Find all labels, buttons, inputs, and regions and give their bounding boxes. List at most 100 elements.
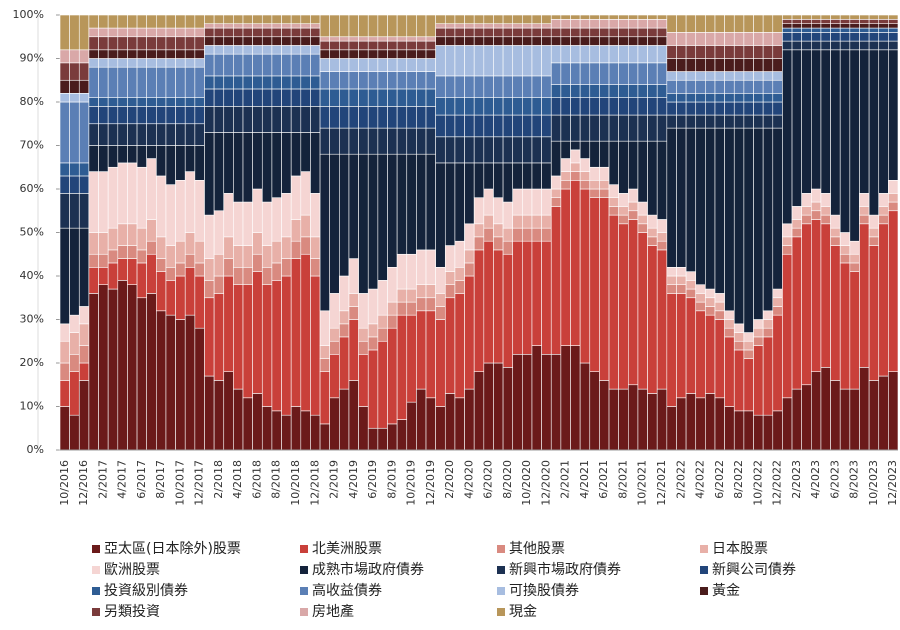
bar-segment — [473, 36, 485, 46]
legend-swatch — [497, 587, 505, 595]
bar-segment — [69, 314, 80, 333]
bar-segment — [522, 75, 533, 98]
bar-segment — [329, 49, 340, 59]
bar-segment — [339, 49, 350, 59]
bar-segment — [868, 380, 880, 451]
bar-segment — [261, 27, 273, 38]
bar-segment — [656, 45, 668, 64]
bar-segment — [782, 245, 793, 255]
bar-segment — [627, 114, 639, 142]
bar-segment — [762, 310, 774, 320]
bar-segment — [782, 19, 793, 25]
bar-segment — [618, 388, 629, 451]
bar-segment — [156, 310, 167, 451]
bar-segment — [464, 136, 475, 164]
bar-segment — [98, 58, 109, 68]
bar-segment — [464, 223, 475, 251]
bar-segment — [117, 162, 128, 225]
bar-segment — [512, 353, 523, 451]
bar-segment — [396, 253, 408, 290]
bar-segment — [387, 40, 398, 51]
bar-segment — [888, 371, 899, 451]
bar-segment — [541, 97, 552, 116]
bar-segment — [127, 36, 138, 51]
bar-segment — [753, 14, 764, 33]
bar-segment — [589, 84, 600, 98]
bar-segment — [310, 75, 321, 90]
bar-segment — [811, 49, 822, 190]
bar-segment — [146, 293, 157, 451]
bar-segment — [339, 153, 350, 277]
bar-segment — [695, 293, 706, 303]
bar-segment — [319, 71, 331, 90]
bar-segment — [608, 214, 619, 390]
bar-segment — [589, 197, 600, 372]
bar-segment — [647, 393, 658, 451]
bar-segment — [425, 49, 436, 59]
bar-segment — [146, 106, 157, 125]
bar-segment — [830, 245, 841, 381]
bar-segment — [685, 297, 697, 394]
bar-segment — [811, 19, 822, 25]
bar-segment — [676, 93, 687, 103]
bar-segment — [444, 114, 456, 138]
bar-segment — [570, 19, 581, 29]
bar-segment — [473, 162, 485, 198]
bar-segment — [377, 36, 388, 42]
bar-segment — [175, 145, 186, 181]
bar-segment — [656, 219, 668, 233]
bar-segment — [589, 19, 600, 29]
bar-segment — [204, 23, 215, 29]
bar-segment — [184, 14, 196, 29]
x-tick-label: 6/2021 — [597, 460, 610, 499]
bar-segment — [599, 97, 610, 116]
bar-segment — [599, 27, 610, 38]
bar-segment — [724, 93, 735, 103]
bar-segment — [281, 53, 292, 77]
bar-segment — [550, 114, 562, 142]
bar-segment — [531, 188, 542, 216]
bar-segment — [107, 97, 119, 107]
bar-segment — [194, 36, 205, 51]
bar-segment — [849, 388, 860, 451]
bar-segment — [618, 97, 629, 116]
bar-segment — [791, 40, 802, 51]
bar-segment — [88, 14, 99, 29]
bar-segment — [666, 266, 677, 277]
bar-segment — [136, 106, 147, 125]
bar-segment — [387, 14, 398, 38]
bar-segment — [435, 293, 446, 307]
bar-segment — [705, 306, 716, 316]
bar-segment — [454, 45, 465, 77]
bar-segment — [762, 101, 774, 116]
x-tick-label: 10/2018 — [289, 460, 302, 506]
bar-segment — [695, 14, 706, 33]
bar-segment — [98, 14, 109, 29]
bar-segment — [762, 127, 774, 312]
bar-segment — [300, 132, 311, 172]
bar-segment — [435, 97, 446, 116]
bar-segment — [213, 36, 225, 46]
bar-segment — [406, 58, 417, 72]
bar-segment — [184, 123, 196, 146]
bar-segment — [252, 393, 263, 451]
bar-segment — [560, 140, 571, 159]
bar-segment — [743, 340, 754, 351]
bar-segment — [213, 53, 225, 77]
bar-segment — [772, 32, 783, 46]
bar-segment — [416, 88, 427, 107]
bar-segment — [589, 114, 600, 142]
bar-segment — [579, 19, 591, 29]
bar-segment — [541, 27, 552, 38]
bar-segment — [839, 27, 851, 33]
bar-segment — [464, 275, 475, 390]
bar-segment — [522, 114, 533, 138]
bar-segment — [223, 88, 234, 107]
bar-segment — [281, 132, 292, 194]
bar-segment — [387, 314, 398, 329]
bar-segment — [396, 49, 408, 59]
bar-segment — [772, 306, 783, 316]
bar-segment — [78, 14, 90, 51]
bar-segment — [98, 145, 109, 172]
bar-segment — [705, 114, 716, 129]
